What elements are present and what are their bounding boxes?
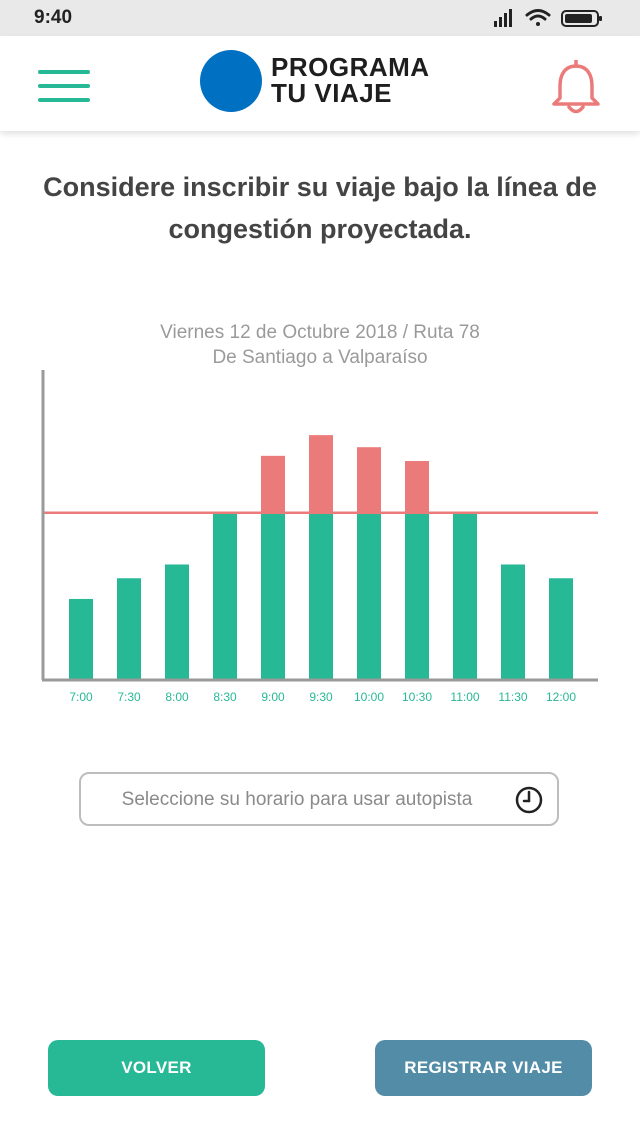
bar-12:00 — [549, 578, 573, 680]
x-tick-label: 10:30 — [402, 690, 432, 704]
wifi-icon — [525, 9, 551, 26]
bar-congestion-10:30 — [405, 460, 429, 513]
schedule-time-field[interactable] — [79, 772, 559, 826]
x-tick-label: 12:00 — [546, 690, 576, 704]
app-header: PROGRAMA TU VIAJE — [0, 36, 640, 131]
status-bar: 9:40 — [0, 0, 640, 36]
status-icons — [494, 9, 602, 27]
clock-icon[interactable] — [513, 784, 545, 816]
bar-8:00 — [165, 564, 189, 680]
logo-line2: TU VIAJE — [271, 78, 393, 108]
logo-text: PROGRAMA TU VIAJE — [271, 54, 430, 106]
bar-7:30 — [117, 578, 141, 680]
register-trip-button[interactable]: REGISTRAR VIAJE — [375, 1040, 592, 1096]
bar-9:30 — [309, 512, 333, 680]
bar-congestion-9:30 — [309, 435, 333, 513]
x-tick-label: 11:00 — [450, 690, 479, 704]
chart-subtitle-route: De Santiago a Valparaíso — [212, 347, 428, 368]
x-tick-label: 10:00 — [354, 690, 384, 704]
bar-10:30 — [405, 512, 429, 680]
x-tick-label: 9:00 — [261, 690, 285, 704]
logo-circle — [200, 50, 262, 112]
congestion-bar-chart: 7:00 7:30 8:00 8:30 9:00 9:30 10:00 10:30 11:00 1… — [41, 370, 598, 704]
bar-congestion-9:00 — [261, 455, 285, 513]
chart-subtitle-date: Viernes 12 de Octubre 2018 / Ruta 78 — [160, 322, 480, 343]
logo-line1: PROGRAMA — [271, 52, 430, 82]
battery-icon — [561, 10, 602, 27]
bar-congestion-10:00 — [357, 447, 381, 513]
x-tick-label: 8:30 — [213, 690, 237, 704]
app-logo: PROGRAMA TU VIAJE — [200, 50, 450, 114]
x-tick-label: 9:30 — [309, 690, 333, 704]
bar-7:00 — [69, 598, 93, 680]
back-button[interactable]: VOLVER — [48, 1040, 265, 1096]
x-tick-label: 7:30 — [117, 690, 141, 704]
signal-icon — [494, 9, 512, 27]
bar-11:30 — [501, 564, 525, 680]
bar-10:00 — [357, 512, 381, 680]
x-tick-label: 8:00 — [165, 690, 189, 704]
bar-9:00 — [261, 512, 285, 680]
menu-icon[interactable] — [38, 70, 92, 104]
bar-11:00 — [453, 512, 477, 680]
bar-8:30 — [213, 512, 237, 680]
page-headline: Considere inscribir su viaje bajo la lín… — [43, 172, 597, 244]
x-tick-label: 11:30 — [498, 690, 527, 704]
status-time: 9:40 — [34, 7, 73, 28]
x-tick-label: 7:00 — [69, 690, 93, 704]
bell-icon[interactable] — [550, 60, 602, 116]
schedule-time-input[interactable] — [95, 784, 499, 816]
